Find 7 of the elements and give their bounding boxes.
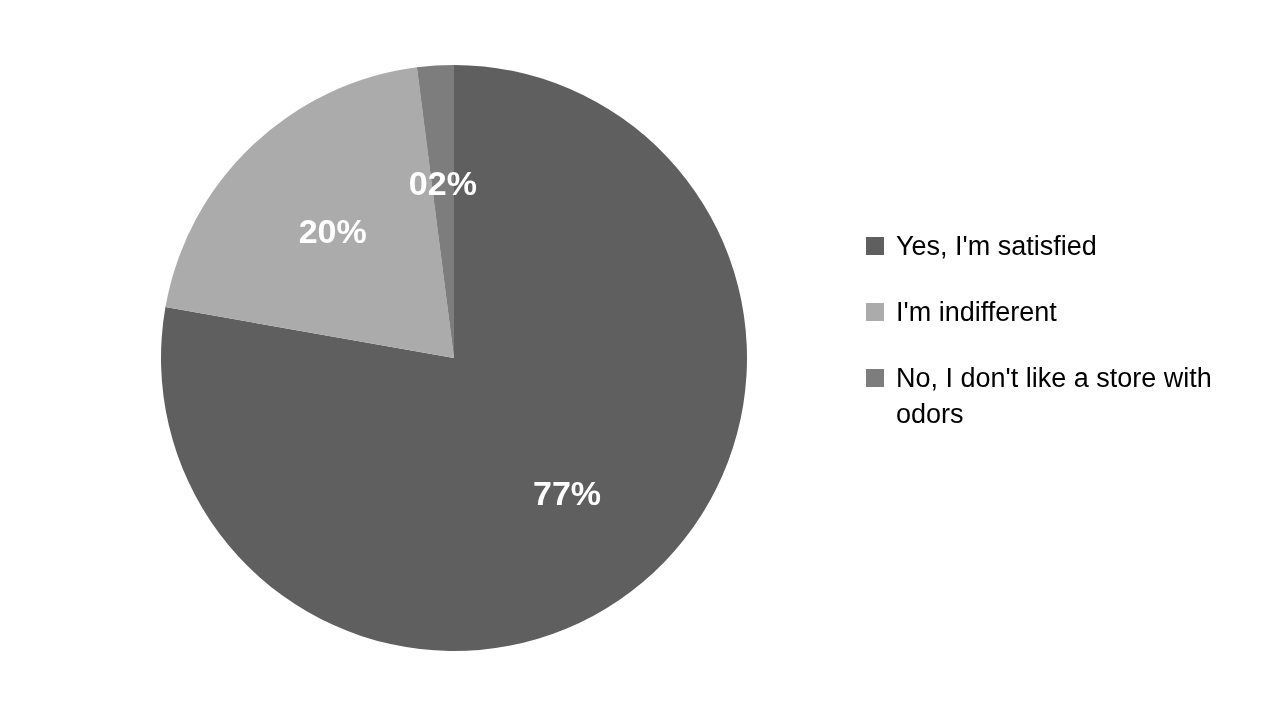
data-label: 02% [408, 163, 477, 202]
data-label: 77% [532, 473, 602, 512]
legend-label: No, I don't like a store with odors [896, 362, 1213, 431]
pie-slice [161, 65, 747, 651]
legend-label: I'm indifferent [896, 296, 1057, 329]
data-label: 20% [298, 211, 367, 250]
legend-label: Yes, I'm satisfied [896, 230, 1097, 263]
